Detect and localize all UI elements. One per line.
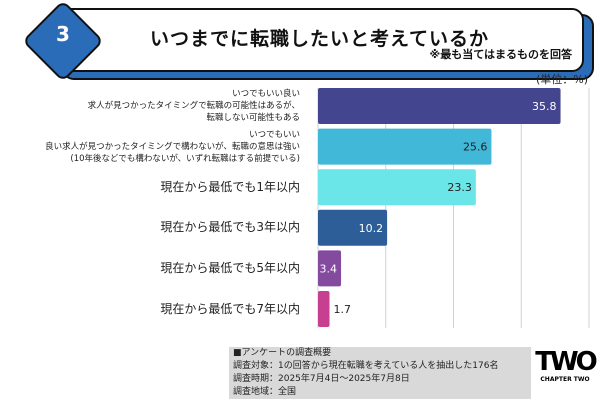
category-label: 現在から最低でも3年以内 <box>160 221 300 234</box>
category-label: いつでもいい 良い求人が見つかったタイミングで構わないが、転職の意思は強い (10年… <box>45 129 300 165</box>
question-number: 3 <box>56 22 70 46</box>
survey-region: 調査地域：全国 <box>233 387 297 397</box>
data-label: 1.7 <box>334 303 352 316</box>
category-label-line: 転職しない可能性もある <box>206 113 300 123</box>
category-label-line: 良い求人が見つかったタイミングで構わないが、転職の意思は強い <box>45 141 300 152</box>
bar <box>318 128 492 165</box>
category-label-line: (10年後などでも構わないが、いずれ転職はする前提でいる) <box>70 153 300 164</box>
bar <box>318 250 342 287</box>
bar <box>318 209 388 246</box>
data-label: 10.2 <box>359 222 384 235</box>
category-label: いつでもいい良い求人が見つかったタイミングで転職の可能性はあるが、転職しない可能… <box>88 88 300 124</box>
data-label: 3.4 <box>320 262 338 275</box>
header-box <box>56 8 584 72</box>
category-label-line: いつでもいい <box>249 129 300 140</box>
unit-label: (単位：%) <box>535 73 588 86</box>
category-label-line: 現在から最低でも7年以内 <box>160 301 300 316</box>
data-label: 23.3 <box>447 181 472 194</box>
category-label-line: 現在から最低でも3年以内 <box>160 220 300 235</box>
bar <box>318 88 561 124</box>
chart-title: いつまでに転職したいと考えているか <box>150 28 490 50</box>
survey-period: 調査時期：2025年7月4日〜2025年7月8日 <box>233 374 410 384</box>
logo-text: CHAPTER TWO <box>540 376 590 383</box>
chapter-two-logo: TWO CHAPTER TWO <box>533 347 598 383</box>
logo-mark: TWO <box>535 347 598 377</box>
data-label: 35.8 <box>532 100 557 113</box>
bar <box>318 169 476 206</box>
category-label: 現在から最低でも5年以内 <box>160 260 300 275</box>
category-label-line: 求人が見つかったタイミングで転職の可能性はあるが、 <box>87 101 300 111</box>
survey-heading: ■アンケートの調査概要 <box>233 348 332 358</box>
category-label-line: いつでもいい良い <box>232 89 300 99</box>
category-label-line: 現在から最低でも1年以内 <box>160 179 300 194</box>
survey-summary: ■アンケートの調査概要 調査対象：1の回答から現在転職を考えている人を抽出した1… <box>229 347 531 399</box>
category-label-line: 現在から最低でも5年以内 <box>160 260 300 275</box>
category-label: 現在から最低でも7年以内 <box>160 301 300 316</box>
data-label: 25.6 <box>463 141 488 154</box>
category-label: 現在から最低でも1年以内 <box>160 179 300 194</box>
bar <box>318 291 330 327</box>
survey-target: 調査対象：1の回答から現在転職を考えている人を抽出した176名 <box>233 361 499 371</box>
chart-subtitle: ※最も当てはまるものを回答 <box>429 48 572 61</box>
